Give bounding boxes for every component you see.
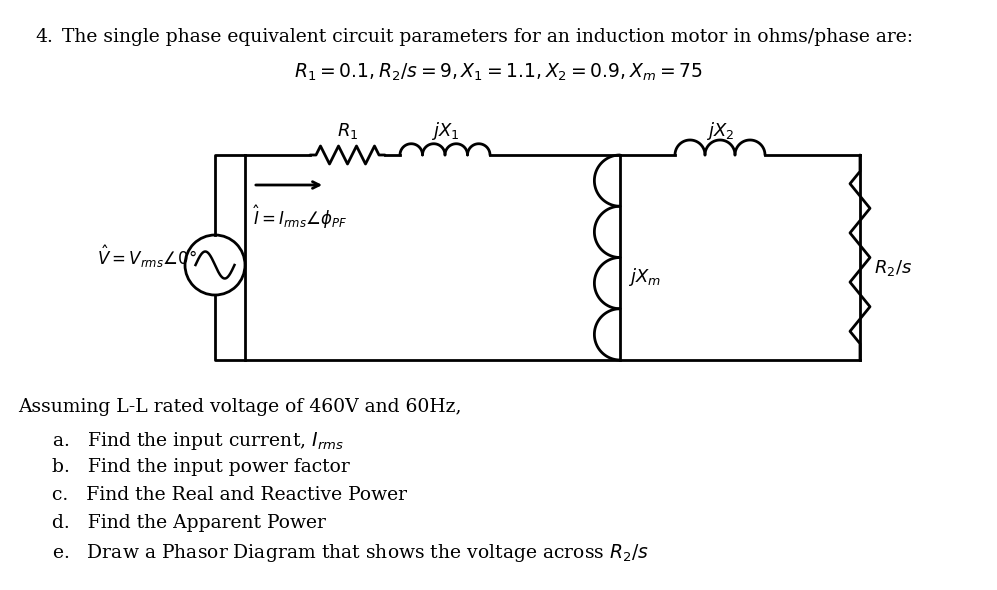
Text: $jX_1$: $jX_1$: [431, 120, 460, 142]
Text: Assuming L-L rated voltage of 460V and 60Hz,: Assuming L-L rated voltage of 460V and 6…: [18, 398, 462, 416]
Text: d.   Find the Apparent Power: d. Find the Apparent Power: [52, 514, 326, 532]
Text: a.   Find the input current, $I_{rms}$: a. Find the input current, $I_{rms}$: [52, 430, 344, 452]
Text: 4.: 4.: [35, 28, 53, 46]
Text: b.   Find the input power factor: b. Find the input power factor: [52, 458, 350, 476]
Text: $R_2/s$: $R_2/s$: [874, 257, 912, 277]
Text: $\hat{V} = V_{rms}\angle 0°$: $\hat{V} = V_{rms}\angle 0°$: [97, 244, 197, 270]
Text: $jX_2$: $jX_2$: [706, 120, 734, 142]
Text: The single phase equivalent circuit parameters for an induction motor in ohms/ph: The single phase equivalent circuit para…: [62, 28, 913, 46]
Text: $R_1 = 0.1, R_2/s = 9, X_1 = 1.1, X_2 = 0.9, X_m = 75$: $R_1 = 0.1, R_2/s = 9, X_1 = 1.1, X_2 = …: [294, 62, 702, 83]
Text: e.   Draw a Phasor Diagram that shows the voltage across $R_2/s$: e. Draw a Phasor Diagram that shows the …: [52, 542, 649, 564]
Text: $R_1$: $R_1$: [337, 121, 358, 141]
Text: $jX_m$: $jX_m$: [628, 267, 661, 289]
Text: c.   Find the Real and Reactive Power: c. Find the Real and Reactive Power: [52, 486, 407, 504]
Text: $\hat{I} = I_{rms}\angle\phi_{PF}$: $\hat{I} = I_{rms}\angle\phi_{PF}$: [253, 203, 348, 231]
